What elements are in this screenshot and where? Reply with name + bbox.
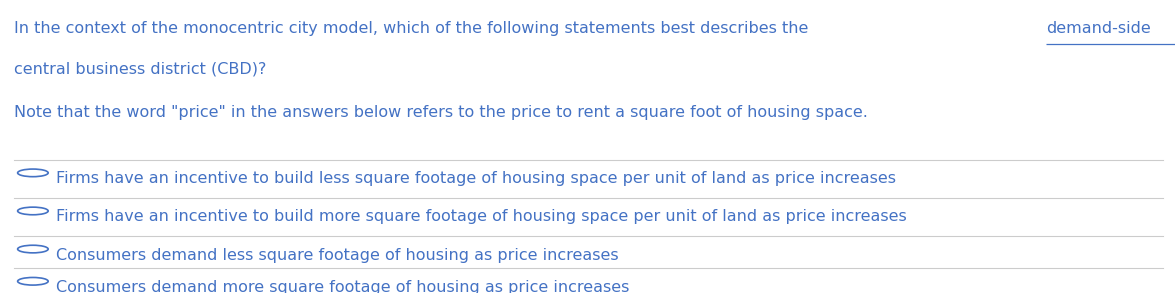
Text: central business district (CBD)?: central business district (CBD)? bbox=[14, 62, 267, 76]
Text: Firms have an incentive to build less square footage of housing space per unit o: Firms have an incentive to build less sq… bbox=[56, 171, 897, 186]
Text: Firms have an incentive to build more square footage of housing space per unit o: Firms have an incentive to build more sq… bbox=[56, 209, 907, 224]
Text: Consumers demand more square footage of housing as price increases: Consumers demand more square footage of … bbox=[56, 280, 630, 293]
Text: Note that the word "price" in the answers below refers to the price to rent a sq: Note that the word "price" in the answer… bbox=[14, 105, 868, 120]
Text: Consumers demand less square footage of housing as price increases: Consumers demand less square footage of … bbox=[56, 248, 619, 263]
Text: In the context of the monocentric city model, which of the following statements : In the context of the monocentric city m… bbox=[14, 21, 813, 35]
Text: demand-side: demand-side bbox=[1046, 21, 1150, 35]
